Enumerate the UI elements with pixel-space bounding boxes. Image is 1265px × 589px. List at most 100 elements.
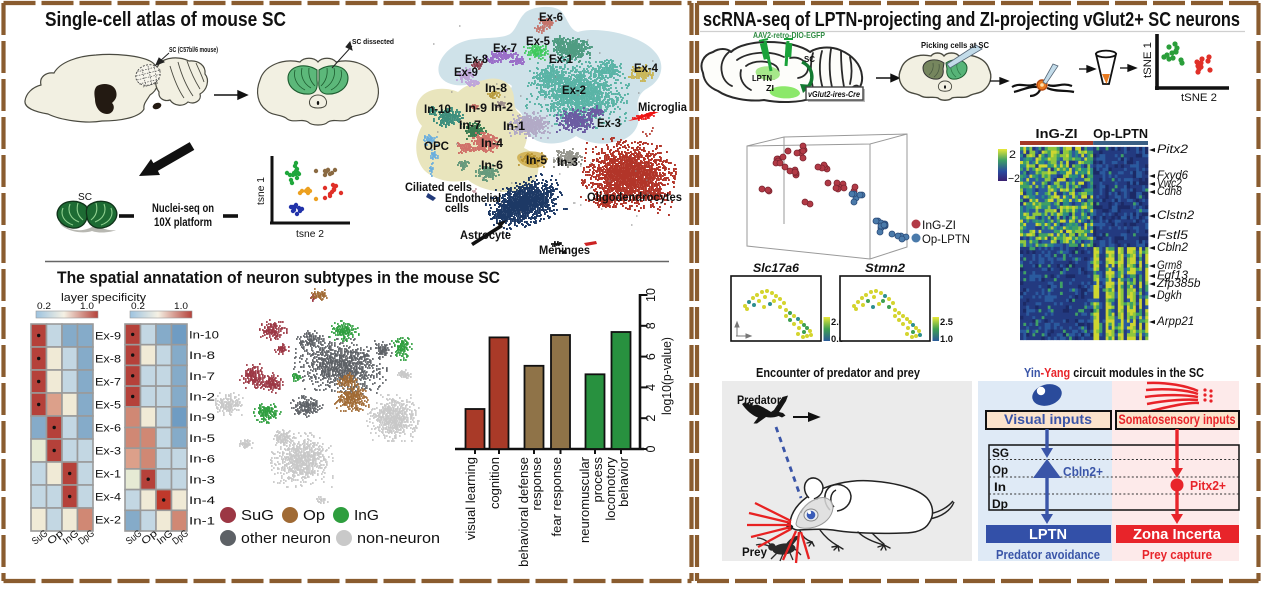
svg-text:LPTN: LPTN <box>1029 526 1067 543</box>
svg-text:Cbln2+: Cbln2+ <box>1063 465 1103 479</box>
svg-text:Pitx2: Pitx2 <box>1157 144 1189 156</box>
svg-text:2: 2 <box>644 415 658 422</box>
svg-text:In-8: In-8 <box>485 81 507 95</box>
svg-text:Meninges: Meninges <box>539 243 590 257</box>
svg-text:In-4: In-4 <box>189 495 215 507</box>
svg-text:Picking cells at SC: Picking cells at SC <box>921 40 989 50</box>
svg-text:Nuclei-seq on: Nuclei-seq on <box>152 201 214 215</box>
svg-text:Single-cell atlas of mouse SC: Single-cell atlas of mouse SC <box>45 9 286 31</box>
svg-text:Arpp21: Arpp21 <box>1156 316 1194 328</box>
svg-text:In-3: In-3 <box>557 155 578 169</box>
svg-text:Somatosensory inputs: Somatosensory inputs <box>1119 412 1236 427</box>
svg-text:SuG: SuG <box>241 507 274 524</box>
svg-text:Vwc2: Vwc2 <box>1157 178 1182 190</box>
svg-text:0.0: 0.0 <box>831 334 844 345</box>
svg-text:1.0: 1.0 <box>174 301 188 312</box>
svg-text:Fstl5: Fstl5 <box>1157 230 1189 242</box>
svg-text:LPTN: LPTN <box>752 73 772 83</box>
svg-text:4: 4 <box>644 384 658 391</box>
svg-text:Ex-5: Ex-5 <box>95 400 121 412</box>
svg-text:InG: InG <box>354 507 379 524</box>
svg-text:In-9: In-9 <box>189 412 215 424</box>
svg-text:ZI: ZI <box>766 83 774 93</box>
svg-text:SG: SG <box>992 448 1009 460</box>
svg-text:SC: SC <box>804 55 815 64</box>
svg-text:Grm8: Grm8 <box>1157 260 1182 272</box>
svg-text:Visual inputs: Visual inputs <box>1004 412 1092 427</box>
svg-text:10: 10 <box>644 288 658 302</box>
svg-text:Zfp385b: Zfp385b <box>1156 278 1201 290</box>
svg-text:other neuron: other neuron <box>241 530 331 547</box>
svg-text:Zona Incerta: Zona Incerta <box>1133 526 1222 543</box>
svg-text:In: In <box>994 482 1006 494</box>
svg-text:fear response: fear response <box>549 457 564 537</box>
svg-text:SC: SC <box>78 192 92 203</box>
svg-text:In-10: In-10 <box>424 102 451 116</box>
svg-text:response: response <box>529 457 544 510</box>
svg-text:Stmn2: Stmn2 <box>865 261 905 275</box>
svg-text:neuromuscular: neuromuscular <box>577 456 592 543</box>
svg-text:Yin-Yang circuit modules in th: Yin-Yang circuit modules in the SC <box>1024 365 1205 380</box>
svg-text:non-neuron: non-neuron <box>357 530 440 547</box>
svg-text:Ex-5: Ex-5 <box>526 34 550 48</box>
svg-text:Fgf13: Fgf13 <box>1157 270 1189 282</box>
svg-text:In-5: In-5 <box>526 153 547 167</box>
svg-text:10X platform: 10X platform <box>154 215 212 229</box>
svg-text:behavioral defense: behavioral defense <box>516 457 531 567</box>
svg-text:In-6: In-6 <box>189 454 215 466</box>
svg-text:tsne 2: tsne 2 <box>296 229 324 240</box>
svg-text:Slc17a6: Slc17a6 <box>753 261 799 275</box>
svg-text:Prey: Prey <box>742 545 767 559</box>
svg-text:Dp: Dp <box>992 499 1008 511</box>
svg-text:8: 8 <box>644 322 658 329</box>
svg-text:Ex-6: Ex-6 <box>539 10 563 24</box>
svg-text:0.2: 0.2 <box>131 301 145 312</box>
svg-text:In-1: In-1 <box>189 516 215 528</box>
svg-text:2: 2 <box>1009 149 1016 161</box>
svg-text:Ex-8: Ex-8 <box>95 354 121 366</box>
svg-text:Ex-2: Ex-2 <box>562 83 586 97</box>
svg-text:locomotory: locomotory <box>603 457 618 521</box>
svg-text:6: 6 <box>644 353 658 360</box>
svg-text:In-7: In-7 <box>459 118 481 132</box>
svg-text:In-1: In-1 <box>503 119 525 133</box>
svg-text:Pitx2+: Pitx2+ <box>1190 479 1226 493</box>
svg-text:Oligodendrocytes: Oligodendrocytes <box>587 190 682 204</box>
svg-text:Ex-1: Ex-1 <box>549 52 573 66</box>
svg-text:1.0: 1.0 <box>80 301 94 312</box>
svg-text:Fxyd6: Fxyd6 <box>1157 170 1189 182</box>
svg-text:AAV2-retro-DIO-EGFP: AAV2-retro-DIO-EGFP <box>753 30 825 40</box>
svg-text:In-3: In-3 <box>189 474 215 486</box>
svg-text:log10(p-value): log10(p-value) <box>659 337 674 415</box>
svg-text:InG-ZI: InG-ZI <box>1036 126 1078 141</box>
svg-text:Dgkh: Dgkh <box>1157 290 1182 302</box>
svg-text:Op-LPTN: Op-LPTN <box>1093 126 1148 141</box>
svg-text:Encounter of predator and prey: Encounter of predator and prey <box>756 365 921 380</box>
svg-text:0.2: 0.2 <box>37 301 51 312</box>
svg-text:The spatial annatation of neur: The spatial annatation of neuron subtype… <box>57 268 500 287</box>
svg-text:vGlut2-ires-Cre: vGlut2-ires-Cre <box>808 89 860 99</box>
svg-text:Cbln2: Cbln2 <box>1157 242 1189 254</box>
svg-text:Ex-8: Ex-8 <box>465 52 488 66</box>
svg-text:SC dissected: SC dissected <box>352 37 394 46</box>
svg-text:InG-ZI: InG-ZI <box>922 218 956 232</box>
svg-text:OPC: OPC <box>424 139 449 153</box>
svg-text:Ex-7: Ex-7 <box>493 41 517 55</box>
svg-text:1.0: 1.0 <box>940 334 953 345</box>
svg-text:2.0: 2.0 <box>831 317 844 328</box>
svg-text:Predator avoidance: Predator avoidance <box>996 547 1100 562</box>
svg-text:SC (C57bl/6 mouse): SC (C57bl/6 mouse) <box>169 45 218 54</box>
svg-text:Ciliated cells: Ciliated cells <box>405 180 472 194</box>
svg-text:Clstn2: Clstn2 <box>1157 210 1195 222</box>
svg-text:Ex-7: Ex-7 <box>95 377 121 389</box>
svg-text:behavior: behavior <box>616 456 631 507</box>
svg-text:layer specificity: layer specificity <box>61 292 147 304</box>
svg-text:cognition: cognition <box>487 457 502 509</box>
svg-text:In-2: In-2 <box>189 391 215 403</box>
svg-text:Ex-4: Ex-4 <box>634 61 658 75</box>
svg-text:In-9: In-9 <box>465 101 487 115</box>
svg-text:Op: Op <box>303 507 325 524</box>
svg-text:In-2: In-2 <box>491 100 513 114</box>
svg-text:tSNE 1: tSNE 1 <box>1142 42 1154 78</box>
svg-text:In-7: In-7 <box>189 371 215 383</box>
